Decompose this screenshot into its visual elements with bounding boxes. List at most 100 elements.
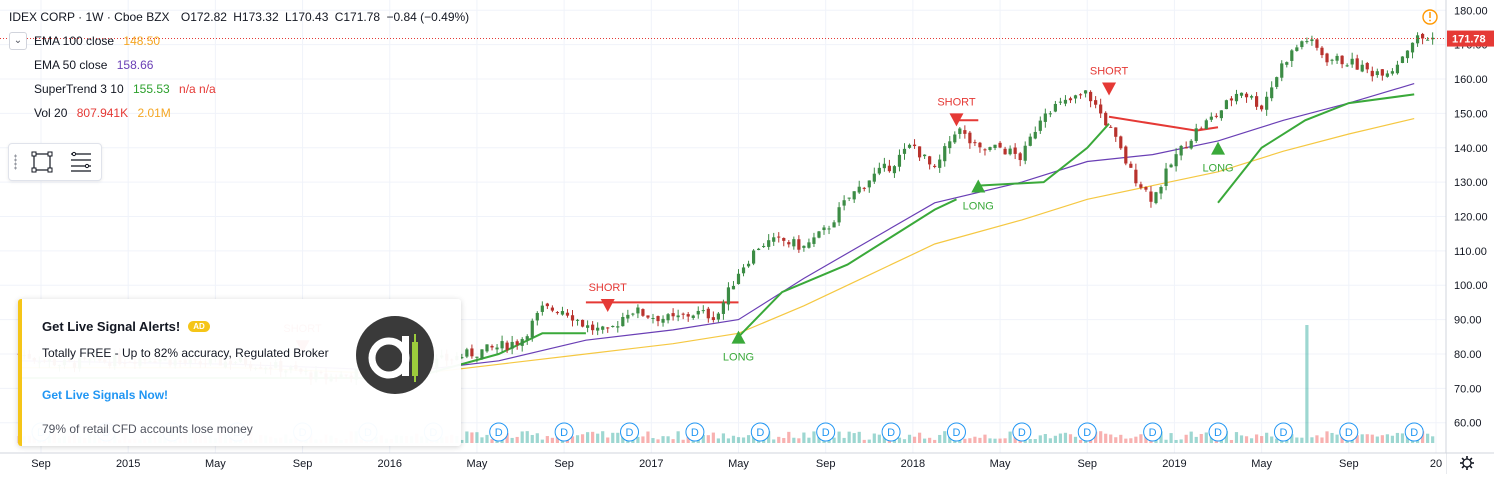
dividend-marker[interactable]: D xyxy=(685,422,705,442)
ad-link[interactable]: Get Live Signals Now! xyxy=(42,388,169,402)
interval[interactable]: 1W xyxy=(85,10,104,24)
dividend-marker[interactable]: D xyxy=(1404,422,1424,442)
volume-bar xyxy=(1229,439,1234,443)
volume-bar xyxy=(716,438,720,443)
candle xyxy=(978,141,982,153)
gear-icon[interactable] xyxy=(1460,456,1474,470)
candle xyxy=(1053,100,1057,113)
dividend-marker[interactable]: D xyxy=(946,422,966,442)
candle xyxy=(530,318,534,342)
candle xyxy=(1300,40,1304,50)
candle-body xyxy=(1305,41,1309,43)
alert-clock-icon[interactable] xyxy=(1422,9,1438,25)
short-arrow xyxy=(600,298,615,312)
ad-card[interactable]: Get Live Signal Alerts! AD Totally FREE -… xyxy=(18,299,461,446)
candle xyxy=(460,353,464,360)
candle xyxy=(1043,108,1047,128)
dividend-marker[interactable]: D xyxy=(1208,422,1228,442)
candle-body xyxy=(1431,37,1435,40)
candle-body xyxy=(963,130,967,134)
drag-handle[interactable] xyxy=(14,154,17,170)
candle xyxy=(706,306,710,323)
volume-bar xyxy=(1355,435,1359,443)
candle xyxy=(1410,42,1415,59)
candle-body xyxy=(1390,71,1395,74)
volume-bar xyxy=(1400,433,1405,443)
candle xyxy=(797,235,801,253)
volume-bar xyxy=(923,438,927,443)
candle xyxy=(726,282,731,311)
supertrend-segment-up xyxy=(737,198,957,338)
indicator-supertrend[interactable]: SuperTrend 3 10 155.53 n/a n/a xyxy=(34,82,216,96)
candle-body xyxy=(480,349,484,359)
ad-logo[interactable] xyxy=(356,316,434,394)
volume-bar xyxy=(1194,436,1198,443)
dividend-marker[interactable]: D xyxy=(881,422,901,442)
candle-body xyxy=(1400,56,1405,63)
dividend-badge xyxy=(1143,422,1163,442)
candle xyxy=(746,260,751,268)
candle-body xyxy=(1013,147,1017,154)
candle-body xyxy=(530,320,534,338)
candle-body xyxy=(706,308,710,319)
rectangle-tool-icon[interactable] xyxy=(31,151,53,173)
indicator-ema100[interactable]: EMA 100 close 148.50 xyxy=(34,34,160,48)
candle-body xyxy=(656,316,660,322)
candle xyxy=(958,127,962,139)
volume-bar xyxy=(938,434,942,443)
dividend-label: D xyxy=(756,427,764,439)
candle-body xyxy=(1355,58,1359,70)
candle xyxy=(847,197,851,202)
dividend-badge xyxy=(750,422,770,442)
dividend-badge xyxy=(554,422,574,442)
dividend-marker[interactable]: D xyxy=(1012,422,1032,442)
dividend-marker[interactable]: D xyxy=(750,422,770,442)
dividend-marker[interactable]: D xyxy=(1143,422,1163,442)
candle-body xyxy=(1395,64,1400,74)
signal-label: SHORT xyxy=(937,96,976,108)
candle-body xyxy=(797,239,801,250)
dividend-marker[interactable]: D xyxy=(1273,422,1293,442)
volume-bar xyxy=(1249,438,1254,443)
dividend-marker[interactable]: D xyxy=(816,422,836,442)
drawing-toolbar[interactable] xyxy=(8,143,102,181)
candle xyxy=(711,311,715,323)
volume-bar xyxy=(520,431,524,443)
dividend-marker[interactable]: D xyxy=(489,422,509,442)
candle-body xyxy=(691,315,695,318)
volume-bar xyxy=(787,431,791,443)
candle xyxy=(575,318,580,326)
candle xyxy=(1275,76,1279,90)
indicator-ema50[interactable]: EMA 50 close 158.66 xyxy=(34,58,153,72)
candle-body xyxy=(585,325,590,328)
volume-bar xyxy=(812,431,816,443)
volume-bar xyxy=(656,439,660,443)
candle-body xyxy=(1149,191,1153,202)
candle-body xyxy=(827,228,831,230)
volume-bar xyxy=(606,437,610,443)
candle-body xyxy=(943,146,947,162)
candle xyxy=(928,155,932,170)
indicator-volume[interactable]: Vol 20 807.941K 2.01M xyxy=(34,106,171,120)
lines-menu-icon[interactable] xyxy=(69,151,93,173)
symbol-name[interactable]: IDEX CORP xyxy=(9,10,75,24)
volume-bar xyxy=(550,437,554,443)
candle xyxy=(862,186,866,192)
candle xyxy=(535,311,539,326)
collapse-legend-button[interactable]: ⌄ xyxy=(9,32,27,50)
time-tick-label: Sep xyxy=(1339,458,1359,470)
dividend-label: D xyxy=(1214,427,1222,439)
dividend-marker[interactable]: D xyxy=(554,422,574,442)
volume-bar xyxy=(651,438,655,443)
dividend-marker[interactable]: D xyxy=(1339,422,1359,442)
dividend-marker[interactable]: D xyxy=(620,422,640,442)
candle-body xyxy=(741,267,746,274)
candle-body xyxy=(1174,154,1178,167)
dividend-marker[interactable]: D xyxy=(1077,422,1097,442)
volume-bar xyxy=(1174,439,1178,443)
candle xyxy=(1355,54,1359,70)
candle xyxy=(1209,112,1213,123)
volume-bar xyxy=(862,439,866,443)
